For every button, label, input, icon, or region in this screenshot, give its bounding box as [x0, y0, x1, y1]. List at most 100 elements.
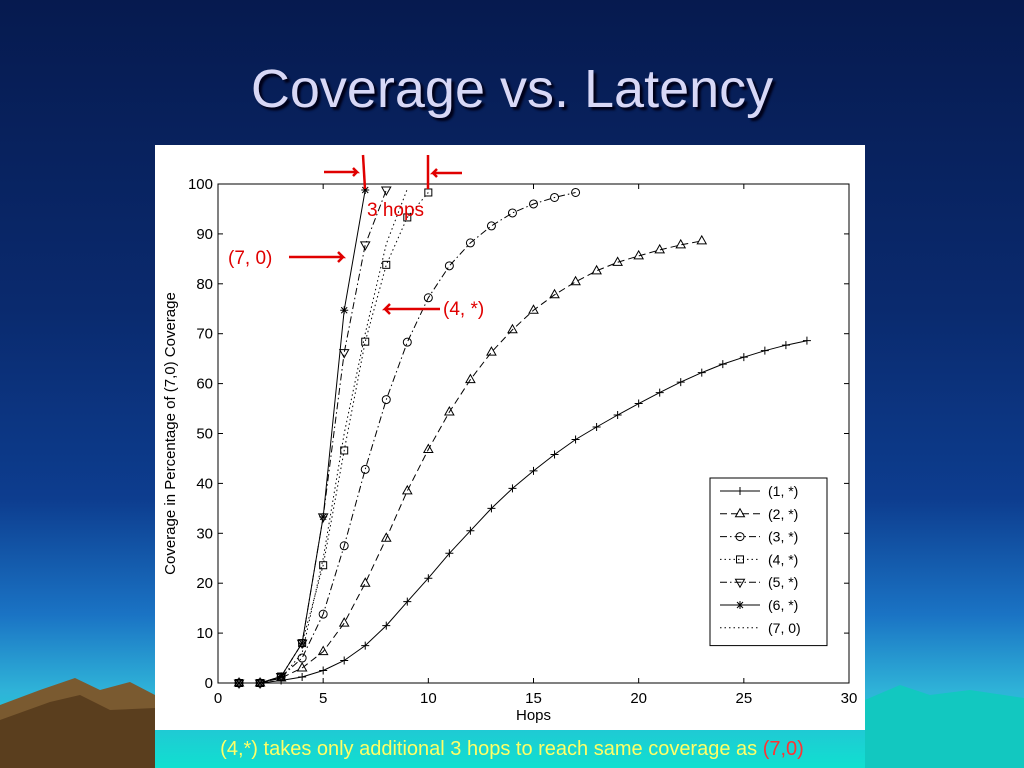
square-marker	[424, 188, 433, 197]
plus-marker	[697, 368, 706, 377]
plus-marker	[508, 484, 517, 493]
legend-label: (1, *)	[768, 483, 798, 499]
star-marker	[298, 639, 307, 648]
triangle-up-marker	[465, 373, 476, 384]
series-6	[235, 185, 370, 687]
star-marker	[361, 185, 370, 194]
slide-title: Coverage vs. Latency	[250, 59, 774, 119]
square-marker	[340, 446, 349, 455]
circle-marker	[465, 238, 475, 248]
plus-marker	[571, 435, 580, 444]
plus-marker	[592, 423, 601, 432]
legend: (1, *) (2, *) (3, *) (4, *) (5, *) (6, *) (7, …	[709, 477, 828, 647]
square-marker	[736, 555, 744, 564]
y-tick-label: 50	[196, 426, 213, 443]
series-group	[233, 185, 811, 690]
caption-text: (4,*) takes only additional 3 hops to re…	[220, 738, 763, 760]
plus-marker	[613, 411, 622, 420]
plus-marker	[361, 641, 370, 650]
plus-marker	[634, 399, 643, 408]
marker-line-left	[361, 154, 367, 190]
circle-marker	[486, 221, 496, 231]
plus-marker	[382, 621, 391, 630]
x-tick-label: 0	[214, 690, 222, 707]
circle-marker	[381, 395, 391, 405]
circle-marker	[402, 337, 412, 347]
y-tick-label: 60	[196, 376, 213, 393]
y-axis-label: Coverage in Percentage of (7,0) Coverage	[162, 292, 179, 575]
annotations: 3 hops (7, 0) (4, *)	[228, 154, 484, 320]
circle-marker	[571, 187, 581, 197]
triangle-up-marker	[675, 238, 687, 249]
caption-highlight: (7,0)	[762, 738, 804, 760]
plus-marker	[676, 378, 685, 387]
triangle-up-marker	[444, 406, 455, 416]
triangle-up-marker	[317, 645, 329, 656]
annotation-4-star: (4, *)	[443, 299, 484, 320]
plus-marker	[445, 549, 454, 558]
x-axis-label: Hops	[516, 707, 551, 724]
triangle-down-marker	[380, 186, 392, 197]
arrow-right-icon	[324, 167, 361, 177]
circle-marker	[360, 464, 370, 474]
triangle-down-marker	[734, 578, 746, 589]
arrow-left-icon	[429, 168, 462, 178]
star-marker	[256, 679, 265, 687]
y-tick-label: 100	[188, 176, 213, 193]
chart-panel: 0 5 10 15 20 25 30 0 10 20 30 40 50 60 70 80 90 100 Hops Co…	[155, 145, 865, 730]
plus-marker	[466, 526, 475, 535]
plus-marker	[319, 666, 328, 675]
plus-marker	[736, 487, 744, 495]
series-line	[239, 188, 408, 684]
y-tick-label: 30	[196, 525, 213, 542]
axes: 0 5 10 15 20 25 30 0 10 20 30 40 50 60 70 80 90 100 Hops Co…	[162, 176, 857, 724]
series-line	[239, 340, 808, 684]
triangle-up-marker	[734, 507, 746, 518]
star-marker	[340, 306, 349, 315]
x-tick-label: 5	[319, 690, 327, 707]
plus-marker	[424, 574, 433, 583]
arrow-to-7-0-icon	[289, 251, 347, 263]
slide-caption: (4,*) takes only additional 3 hops to re…	[0, 738, 1024, 761]
circle-marker	[297, 653, 307, 663]
coverage-chart: 0 5 10 15 20 25 30 0 10 20 30 40 50 60 70 80 90 100 Hops Co…	[162, 154, 857, 724]
legend-box	[709, 477, 828, 647]
triangle-up-marker	[380, 532, 392, 542]
circle-marker	[550, 192, 560, 202]
circle-marker	[423, 293, 433, 303]
triangle-up-marker	[549, 288, 560, 299]
series-7	[239, 188, 408, 684]
annotation-3-hops: 3 hops	[367, 200, 424, 221]
triangle-up-marker	[528, 304, 539, 314]
y-tick-label: 20	[196, 575, 213, 592]
y-tick-label: 0	[205, 675, 213, 692]
triangle-down-marker	[338, 349, 350, 359]
triangle-up-marker	[654, 243, 666, 254]
triangle-up-marker	[612, 256, 623, 266]
legend-label: (6, *)	[768, 597, 798, 613]
x-tick-label: 30	[841, 690, 858, 707]
y-tick-label: 80	[196, 276, 213, 293]
plus-marker	[739, 353, 748, 362]
x-tick-label: 10	[420, 690, 437, 707]
circle-marker	[318, 609, 328, 619]
legend-label: (7, 0)	[768, 620, 801, 636]
series-2	[233, 234, 708, 687]
legend-label: (2, *)	[768, 506, 798, 522]
triangle-up-marker	[591, 264, 602, 275]
star-marker	[319, 512, 328, 521]
y-tick-label: 90	[196, 226, 213, 243]
triangle-up-marker	[422, 443, 434, 453]
plus-marker	[298, 673, 307, 682]
x-tick-label: 15	[525, 690, 542, 707]
plus-marker	[487, 504, 496, 513]
y-tick-label: 70	[196, 326, 213, 343]
x-tick-label: 20	[630, 690, 647, 707]
legend-label: (5, *)	[768, 574, 798, 590]
square-marker	[361, 337, 370, 346]
circle-marker	[529, 199, 538, 209]
legend-label: (4, *)	[768, 551, 798, 567]
square-marker	[319, 561, 328, 570]
landscape-decoration	[0, 678, 1024, 768]
plus-marker	[718, 360, 727, 369]
